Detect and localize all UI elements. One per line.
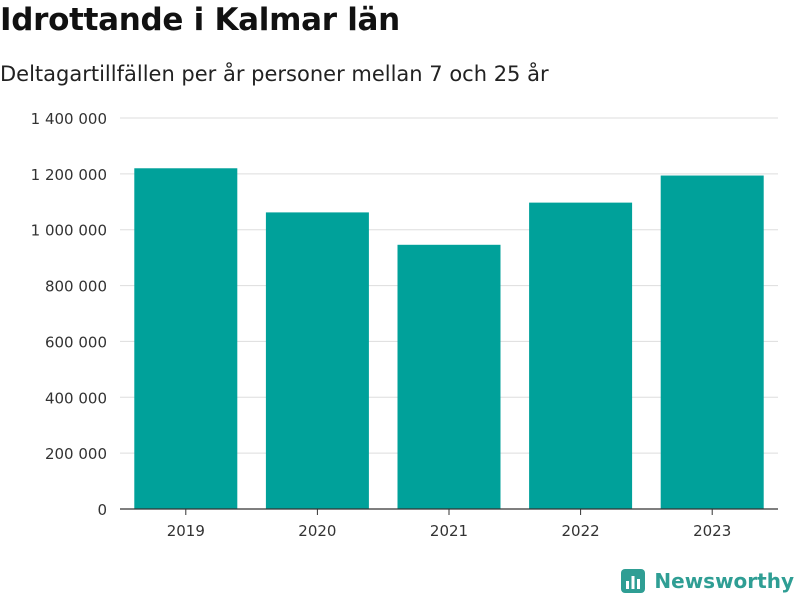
y-tick-label: 200 000 — [45, 445, 107, 463]
bar — [265, 212, 369, 510]
y-tick-label: 0 — [97, 501, 107, 519]
chart-title: Idrottande i Kalmar län — [0, 2, 400, 38]
x-tick-label: 2023 — [693, 522, 731, 540]
x-tick-label: 2020 — [298, 522, 336, 540]
bar — [397, 244, 501, 509]
bar — [134, 168, 238, 509]
bar — [660, 175, 764, 510]
newsworthy-logo: Newsworthy — [620, 568, 794, 594]
y-tick-label: 1 400 000 — [31, 110, 107, 128]
brand-name: Newsworthy — [654, 569, 794, 593]
bar-chart-logo-icon — [621, 569, 646, 593]
bar — [529, 202, 633, 509]
x-tick-label: 2022 — [562, 522, 600, 540]
y-tick-label: 400 000 — [45, 389, 107, 407]
y-tick-label: 1 000 000 — [31, 222, 107, 240]
x-tick-label: 2019 — [167, 522, 205, 540]
y-tick-label: 600 000 — [45, 333, 107, 351]
chart-subtitle: Deltagartillfällen per år personer mella… — [0, 62, 549, 86]
x-tick-label: 2021 — [430, 522, 468, 540]
y-tick-label: 800 000 — [45, 278, 107, 296]
y-tick-label: 1 200 000 — [31, 166, 107, 184]
